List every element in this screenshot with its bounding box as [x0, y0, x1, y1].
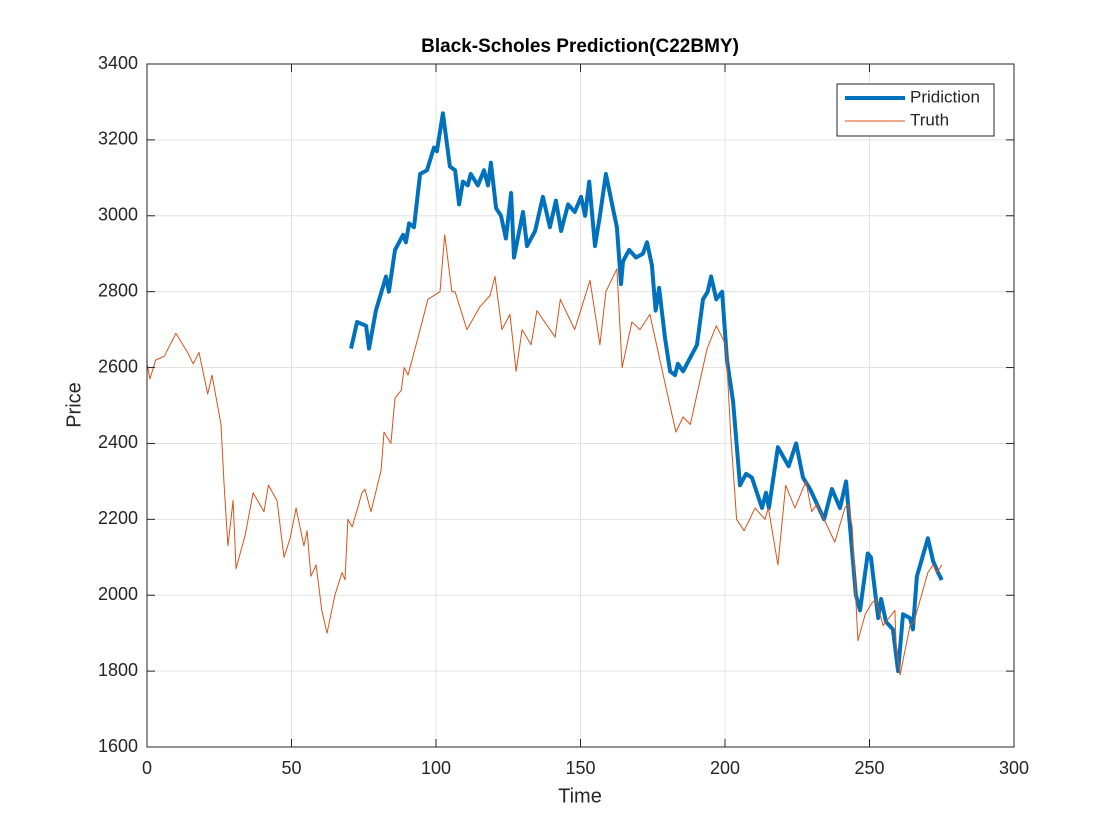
- chart-title: Black-Scholes Prediction(C22BMY): [421, 36, 739, 57]
- x-tick-label: 0: [142, 758, 152, 778]
- y-tick-label: 2600: [98, 356, 138, 376]
- x-tick-label: 50: [281, 758, 301, 778]
- data-layer: [146, 111, 944, 676]
- x-tick-label: 150: [565, 758, 595, 778]
- y-tick-label: 2200: [98, 508, 138, 528]
- legend-label: Truth: [910, 110, 949, 129]
- x-tick-label: 300: [999, 758, 1029, 778]
- x-tick-label: 250: [854, 758, 884, 778]
- legend-box: [836, 83, 995, 137]
- tick-layer: 0 50 100 150 200 250 300 1600 1800 2000 2200 2400 26…: [98, 53, 1029, 778]
- y-tick-label: 3200: [98, 129, 138, 149]
- y-tick-label: 2000: [98, 584, 138, 604]
- x-tick-label: 200: [710, 758, 740, 778]
- y-tick-label: 3000: [98, 205, 138, 225]
- y-tick-label: 2800: [98, 280, 138, 300]
- y-tick-label: 1800: [98, 660, 138, 680]
- x-axis-label: Time: [558, 785, 602, 807]
- x-tick-label: 100: [421, 758, 451, 778]
- legend: Pridiction Truth: [836, 83, 995, 137]
- legend-label: Pridiction: [910, 87, 980, 106]
- y-axis-label: Price: [63, 382, 85, 428]
- line-series: [146, 234, 943, 676]
- y-tick-label: 1600: [98, 736, 138, 756]
- y-tick-label: 2400: [98, 432, 138, 452]
- line-series: [349, 111, 944, 674]
- y-tick-label: 3400: [98, 53, 138, 73]
